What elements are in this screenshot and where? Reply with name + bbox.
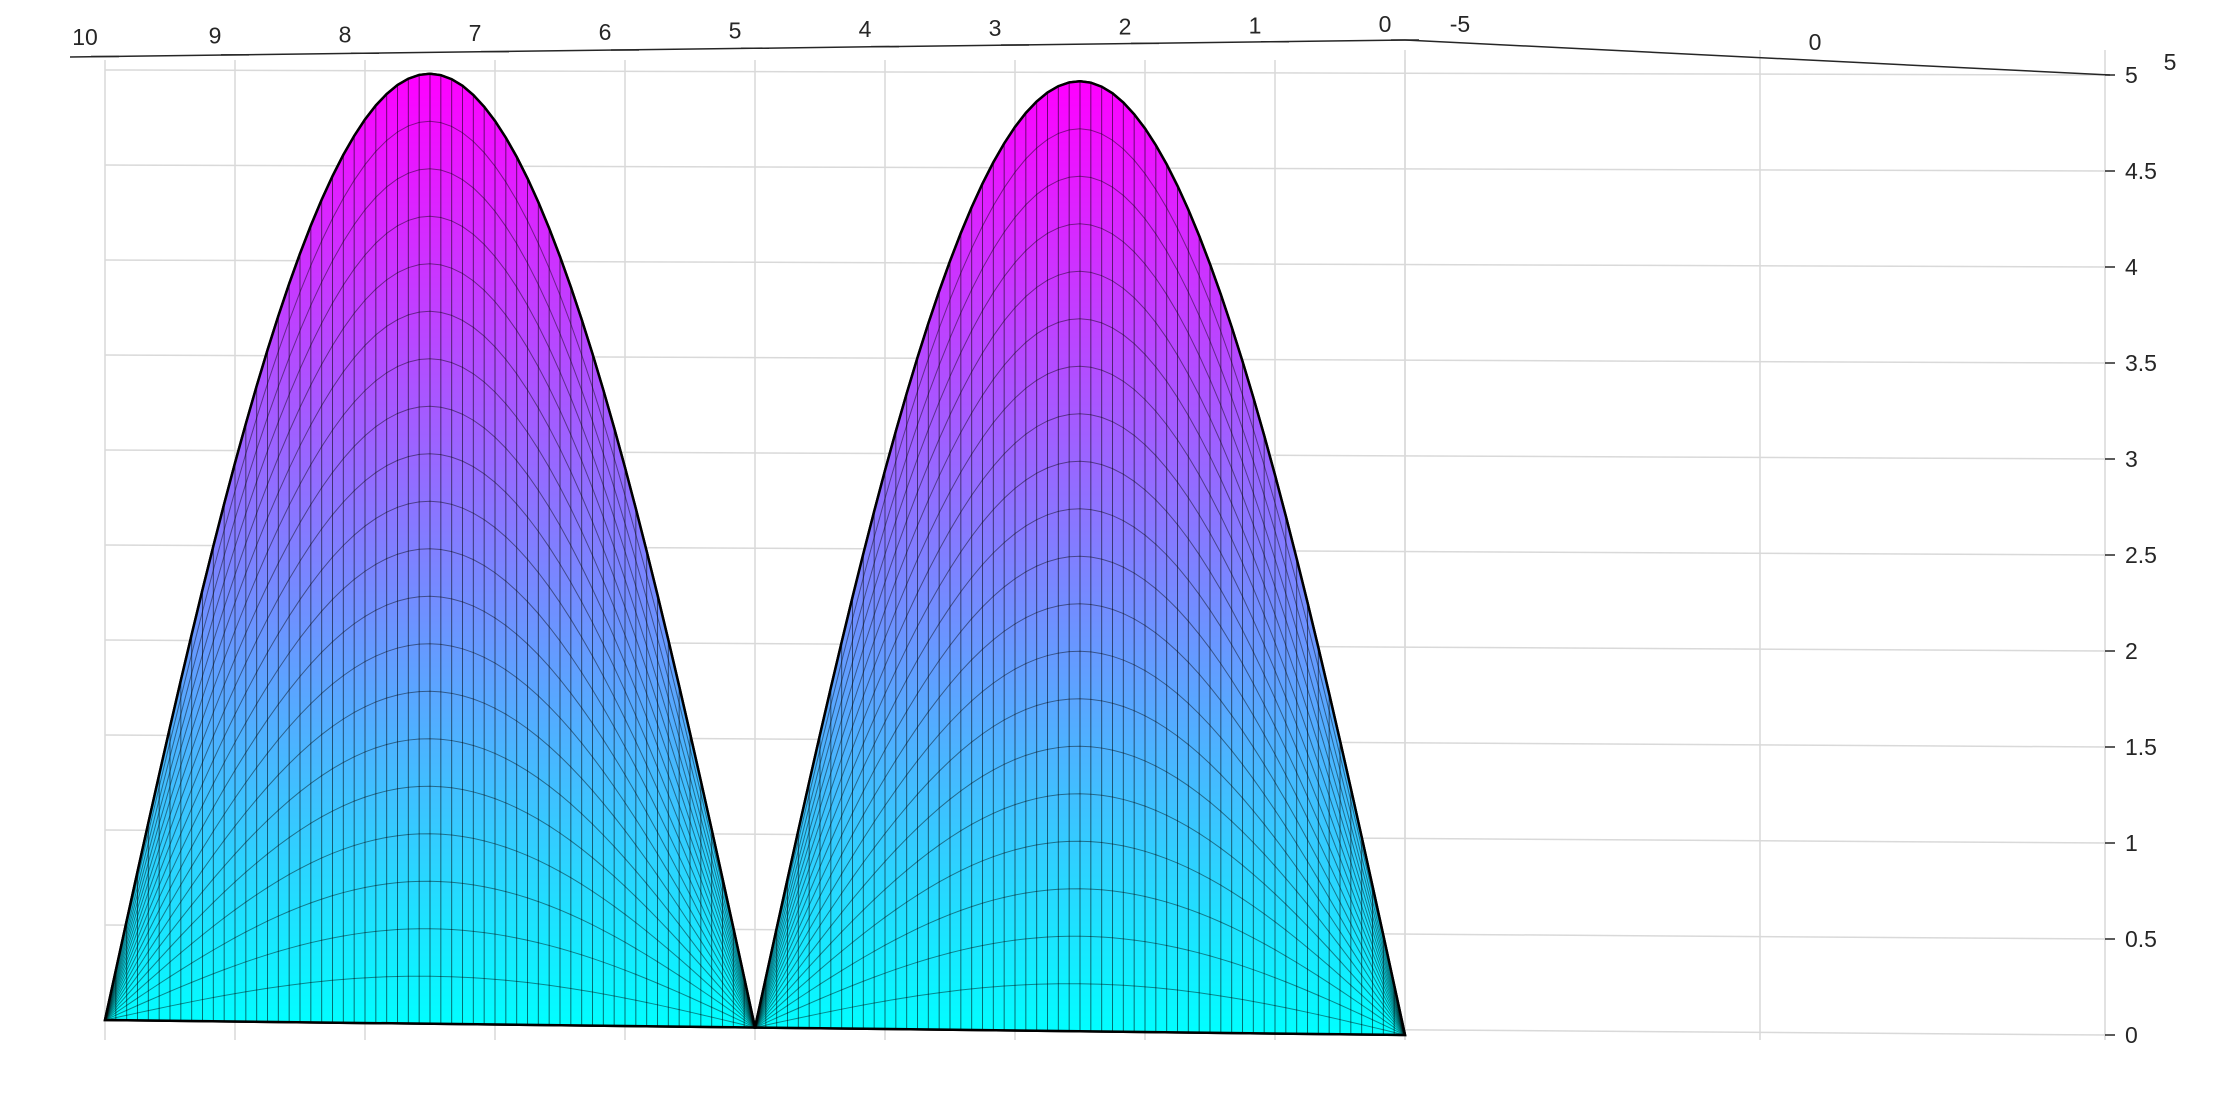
mesh-line: [104, 975, 756, 1028]
mesh-line: [754, 983, 1406, 1036]
mesh-line: [104, 928, 756, 1028]
x-tick-label: 3: [989, 15, 1002, 41]
mesh-line: [754, 888, 1406, 1036]
x-tick-label: 9: [209, 23, 222, 49]
z-tick-label: 4: [2125, 254, 2138, 280]
mesh-line: [754, 460, 1406, 1036]
x-axis-line: [69, 39, 1406, 58]
y-tick-label: 0: [1809, 29, 1822, 55]
mesh-line: [754, 175, 1406, 1036]
y-axis-line: [1404, 39, 2111, 76]
surfaces: [103, 72, 1407, 1037]
mesh-line: [754, 223, 1406, 1036]
surface-front-1: [103, 72, 757, 1029]
z-tick-label: 1: [2125, 830, 2138, 856]
mesh-line: [754, 745, 1406, 1036]
mesh-line: [754, 793, 1406, 1036]
mesh-line: [104, 785, 756, 1028]
z-tick-label: 2.5: [2125, 542, 2157, 568]
mesh-line: [754, 650, 1406, 1036]
x-tick-label: 4: [859, 16, 872, 42]
z-tick-label: 3.5: [2125, 350, 2157, 376]
z-tick-label: 1.5: [2125, 734, 2157, 760]
mesh-line: [104, 548, 756, 1028]
mesh-line: [754, 555, 1406, 1036]
z-tick-label: 2: [2125, 638, 2138, 664]
x-tick-label: 0: [1379, 11, 1392, 37]
z-tick-label: 0.5: [2125, 926, 2157, 952]
mesh-line: [104, 833, 756, 1028]
mesh-line: [104, 690, 756, 1028]
mesh-line: [104, 500, 756, 1028]
x-tick-label: 7: [469, 20, 482, 46]
mesh-line: [754, 840, 1406, 1036]
x-tick-label: 2: [1119, 14, 1132, 40]
mesh-line: [104, 738, 756, 1028]
x-tick-label: 6: [599, 19, 612, 45]
mesh-line: [104, 405, 756, 1028]
z-tick-label: 0: [2125, 1022, 2138, 1048]
mesh-line: [754, 698, 1406, 1036]
mesh-line: [104, 120, 756, 1028]
mesh-line: [104, 263, 756, 1028]
surface-front-2: [753, 79, 1407, 1037]
x-tick-label: 8: [339, 21, 352, 47]
y-tick-label: 5: [2164, 49, 2177, 75]
surface-front-2-edge: [753, 79, 1407, 1037]
mesh-line: [754, 270, 1406, 1036]
y-tick-label: -5: [1450, 11, 1470, 37]
mesh-line: [104, 168, 756, 1028]
mesh-line: [104, 880, 756, 1028]
x-tick-label: 1: [1249, 12, 1262, 38]
x-tick-label: 5: [729, 18, 742, 44]
z-tick-label: 4.5: [2125, 158, 2157, 184]
mesh-line: [104, 310, 756, 1028]
grid-line: [104, 69, 2106, 76]
mesh-line: [104, 595, 756, 1028]
axes: [69, 39, 2115, 1036]
mesh-line: [754, 508, 1406, 1036]
mesh-line: [754, 935, 1406, 1036]
z-tick-label: 5: [2125, 62, 2138, 88]
mesh-line: [104, 453, 756, 1028]
surface-front-1-edge: [103, 72, 757, 1029]
mesh-line: [104, 215, 756, 1028]
mesh-line: [754, 318, 1406, 1036]
mesh-line: [104, 643, 756, 1028]
mesh-line: [754, 128, 1406, 1036]
mesh-line: [754, 603, 1406, 1036]
mesh-line: [754, 365, 1406, 1036]
mesh-line: [754, 413, 1406, 1036]
mesh-line: [104, 358, 756, 1028]
z-tick-label: 3: [2125, 446, 2138, 472]
x-tick-label: 10: [72, 24, 98, 50]
